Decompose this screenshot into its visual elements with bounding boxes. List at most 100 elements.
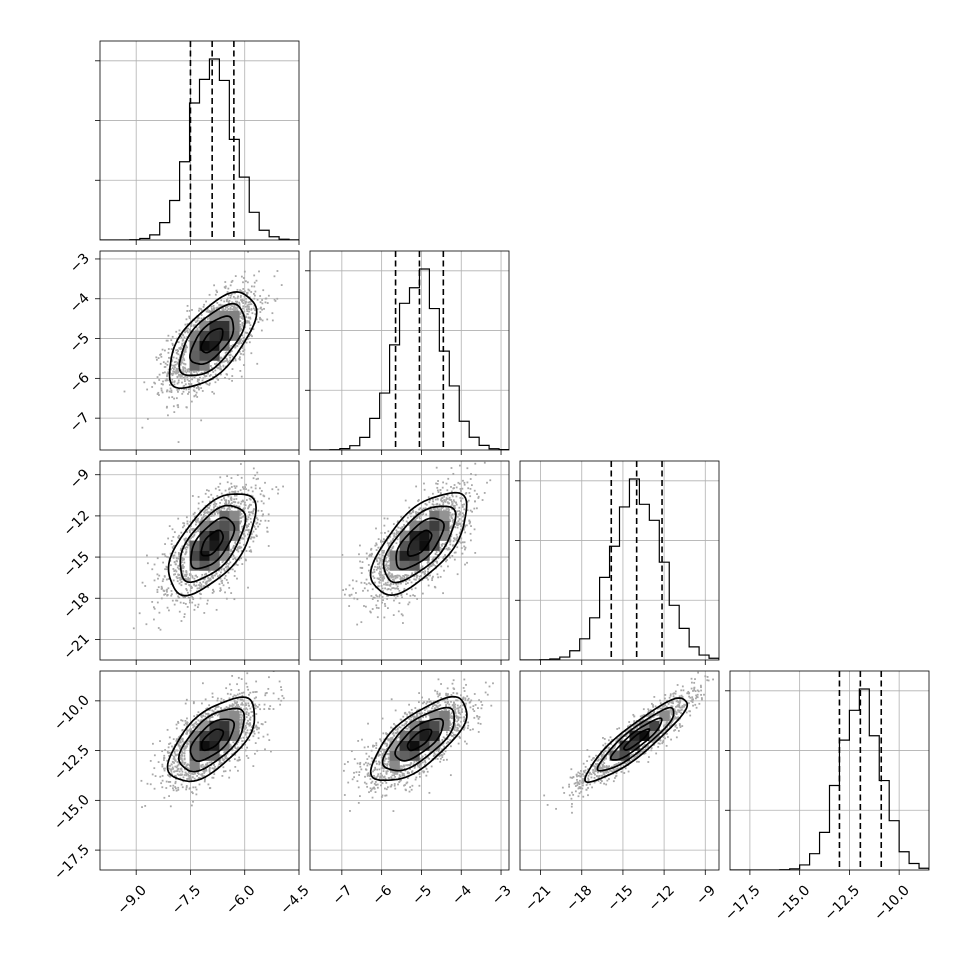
sample-point xyxy=(196,775,198,777)
sample-point xyxy=(450,467,453,469)
sample-point xyxy=(458,716,461,719)
panel-frame xyxy=(99,460,300,661)
sample-point xyxy=(173,603,176,606)
sample-point xyxy=(214,373,217,376)
sample-point xyxy=(406,777,409,779)
sample-point xyxy=(207,783,210,786)
sample-point xyxy=(173,383,176,386)
sample-point xyxy=(452,519,455,522)
sample-point xyxy=(250,537,252,540)
density-cell xyxy=(209,720,220,731)
sample-point xyxy=(253,294,256,297)
sample-point xyxy=(395,771,398,774)
sample-point xyxy=(213,506,215,509)
sample-point xyxy=(370,555,373,557)
sample-point xyxy=(371,760,374,763)
sample-point xyxy=(241,324,244,327)
density-cell xyxy=(439,530,450,541)
sample-point xyxy=(370,749,373,752)
sample-point xyxy=(386,763,389,765)
sample-point xyxy=(184,552,187,555)
sample-point xyxy=(187,393,189,395)
sample-point xyxy=(172,738,175,741)
sample-point xyxy=(457,727,459,730)
sample-point xyxy=(250,494,253,497)
sample-point xyxy=(195,717,198,720)
sample-point xyxy=(198,326,201,329)
sample-point xyxy=(183,774,186,776)
sample-point xyxy=(373,571,376,573)
sample-point xyxy=(185,327,188,330)
sample-point xyxy=(396,728,399,731)
sample-point xyxy=(242,364,245,366)
sample-point xyxy=(417,709,419,712)
sample-point xyxy=(415,485,418,488)
sample-point xyxy=(384,756,386,758)
sample-point xyxy=(385,560,388,563)
sample-point xyxy=(242,736,245,739)
sample-point xyxy=(463,690,466,692)
sample-point xyxy=(175,754,177,757)
sample-point xyxy=(278,680,281,683)
sample-point xyxy=(237,759,240,762)
sample-point xyxy=(238,722,241,725)
sample-point xyxy=(188,729,191,731)
sample-point xyxy=(234,300,237,303)
sample-point xyxy=(393,599,395,602)
sample-point xyxy=(208,316,211,319)
sample-point xyxy=(209,504,211,507)
sample-point xyxy=(168,396,171,399)
sample-point xyxy=(248,724,251,727)
sample-point xyxy=(161,391,164,394)
sample-point xyxy=(183,724,186,726)
sample-point xyxy=(189,577,191,580)
sample-point xyxy=(381,765,384,768)
sample-point xyxy=(436,483,439,485)
contour-level-1 xyxy=(190,516,236,570)
sample-point xyxy=(226,757,229,760)
sample-point xyxy=(228,488,230,491)
sample-point xyxy=(174,782,177,785)
density-cell xyxy=(229,710,240,722)
sample-point xyxy=(252,510,255,513)
sample-point xyxy=(253,281,256,284)
sample-point xyxy=(178,555,181,558)
sample-point xyxy=(191,375,194,378)
sample-point xyxy=(208,293,211,296)
sample-point xyxy=(453,726,456,729)
sample-point xyxy=(176,773,179,776)
density-cell xyxy=(219,720,230,731)
sample-point xyxy=(363,587,366,590)
sample-point xyxy=(423,572,426,574)
sample-point xyxy=(188,382,190,385)
x-tick-label: −6 xyxy=(369,882,395,908)
sample-point xyxy=(240,546,243,549)
sample-point xyxy=(451,500,453,503)
sample-point xyxy=(234,540,237,542)
sample-point xyxy=(410,716,412,719)
sample-point xyxy=(166,375,168,378)
sample-point xyxy=(199,510,202,513)
sample-point xyxy=(249,707,252,710)
sample-point xyxy=(252,467,255,470)
sample-point xyxy=(371,757,374,760)
sample-point xyxy=(214,363,216,365)
sample-point xyxy=(403,523,405,526)
sample-point xyxy=(208,569,211,572)
sample-point xyxy=(176,742,179,745)
sample-point xyxy=(644,748,647,751)
sample-point xyxy=(239,313,242,315)
sample-point xyxy=(243,270,246,273)
sample-point xyxy=(363,746,366,749)
sample-point xyxy=(215,307,218,309)
sample-point xyxy=(437,576,440,579)
sample-point xyxy=(212,776,215,779)
sample-point xyxy=(447,741,450,743)
sample-point xyxy=(464,548,466,551)
sample-point xyxy=(209,511,212,514)
sample-point xyxy=(270,750,272,753)
sample-point xyxy=(394,587,397,590)
sample-point xyxy=(181,754,183,757)
sample-point xyxy=(345,588,347,591)
sample-point xyxy=(178,736,181,738)
